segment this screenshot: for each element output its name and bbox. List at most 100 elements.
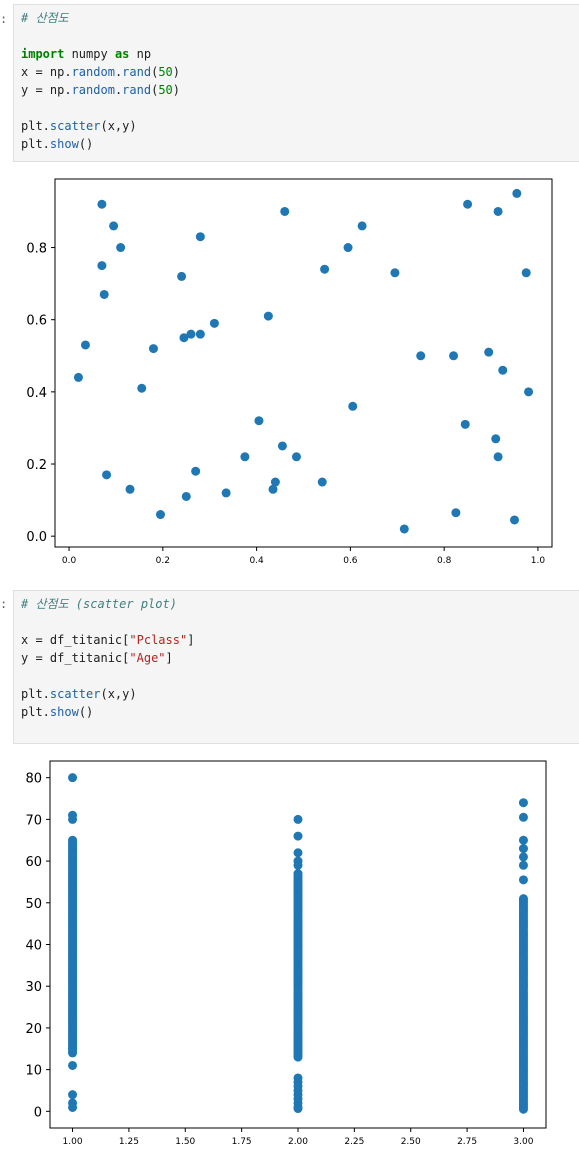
data-point [191, 466, 201, 476]
data-point [177, 271, 187, 281]
x-tick-label: 1.0 [531, 556, 546, 566]
plot-frame [54, 178, 553, 548]
data-point [179, 333, 189, 343]
x-tick-label: 0.8 [437, 556, 452, 566]
x-tick-label: 0.0 [62, 556, 77, 566]
code-comment: # 산점도 [21, 11, 69, 25]
data-point [280, 206, 290, 216]
data-point [125, 484, 135, 494]
code-keyword: as [114, 47, 130, 61]
data-point [512, 188, 522, 198]
code-text: x = np. [21, 65, 72, 79]
code-text: ) [172, 83, 180, 97]
data-point [518, 860, 528, 870]
data-point [209, 318, 219, 328]
data-point [195, 329, 205, 339]
cell-2-prompt: : [0, 597, 8, 611]
data-point [449, 351, 459, 361]
code-keyword: import [21, 47, 65, 61]
x-tick-label: 0.2 [156, 556, 170, 566]
data-point [416, 351, 426, 361]
code-bracket: ] [187, 633, 195, 647]
code-func: scatter [49, 687, 101, 701]
code-text: ) [172, 65, 180, 79]
data-point [97, 261, 107, 271]
data-point [518, 844, 528, 854]
y-tick-label: 0.0 [26, 530, 47, 545]
data-point [524, 387, 534, 397]
data-point [155, 510, 165, 520]
code-editor-1[interactable]: # 산점도 import numpy as np x = np.random.r… [21, 9, 180, 153]
x-tick-label: 1.75 [232, 1137, 252, 1147]
data-point [102, 470, 112, 480]
data-point [240, 452, 250, 462]
code-text: numpy [64, 47, 115, 61]
data-point [493, 206, 503, 216]
code-attr: random [71, 83, 115, 97]
code-cell-1[interactable]: # 산점도 import numpy as np x = np.random.r… [13, 4, 579, 162]
data-point [263, 311, 273, 321]
data-point [521, 268, 531, 278]
code-func: rand [122, 65, 152, 79]
data-point [518, 875, 528, 885]
data-point [221, 488, 231, 498]
data-point [343, 243, 353, 253]
code-bracket: ] [165, 651, 173, 665]
code-func: show [49, 137, 79, 151]
data-point [293, 869, 303, 879]
code-text: plt. [21, 137, 50, 151]
data-point [518, 852, 528, 862]
y-tick-label: 0.4 [26, 386, 47, 401]
x-tick-label: 0.4 [249, 556, 264, 566]
data-point [277, 441, 287, 451]
y-tick-label: 30 [25, 980, 42, 995]
data-point [518, 812, 528, 822]
x-tick-label: 1.50 [175, 1137, 195, 1147]
y-tick-label: 60 [25, 855, 42, 870]
data-point [68, 773, 78, 783]
code-number: 50 [158, 83, 173, 97]
code-func: show [49, 705, 79, 719]
data-point [116, 243, 126, 253]
y-tick-label: 10 [25, 1064, 42, 1079]
data-point [518, 894, 528, 904]
x-tick-label: 2.25 [344, 1137, 364, 1147]
data-point [80, 340, 90, 350]
x-tick-label: 0.6 [343, 556, 358, 566]
code-number: 50 [158, 65, 173, 79]
code-text: y = np. [21, 83, 72, 97]
y-tick-label: 20 [25, 1022, 42, 1037]
data-point [451, 508, 461, 518]
code-func: rand [122, 83, 152, 97]
y-tick-label: 0 [34, 1105, 42, 1120]
x-tick-label: 1.25 [119, 1137, 139, 1147]
code-editor-2[interactable]: # 산점도 (scatter plot) x = df_titanic["Pcl… [21, 595, 194, 721]
x-tick-label: 3.00 [513, 1137, 533, 1147]
x-tick-label: 1.00 [63, 1137, 83, 1147]
data-point [68, 1102, 78, 1112]
code-string: "Pclass" [129, 633, 188, 647]
x-tick-label: 2.00 [288, 1137, 308, 1147]
x-tick-label: 2.50 [401, 1137, 421, 1147]
data-point [109, 221, 119, 231]
code-text: . [114, 83, 123, 97]
code-text: plt. [21, 705, 50, 719]
code-text: ( [151, 83, 159, 97]
data-point [390, 268, 400, 278]
code-attr: random [71, 65, 115, 79]
code-text: () [78, 137, 94, 151]
data-point [186, 329, 196, 339]
data-point [498, 365, 508, 375]
data-point [68, 1090, 78, 1100]
data-point [293, 831, 303, 841]
code-comment: # 산점도 (scatter plot) [21, 597, 177, 611]
data-point [518, 798, 528, 808]
code-cell-2[interactable]: # 산점도 (scatter plot) x = df_titanic["Pcl… [13, 590, 579, 744]
code-text: y = df_titanic [21, 651, 123, 665]
data-point [293, 848, 303, 858]
data-point [148, 344, 158, 354]
data-point [99, 289, 109, 299]
code-bracket: [ [122, 651, 130, 665]
cell-1-prompt: : [0, 12, 8, 26]
